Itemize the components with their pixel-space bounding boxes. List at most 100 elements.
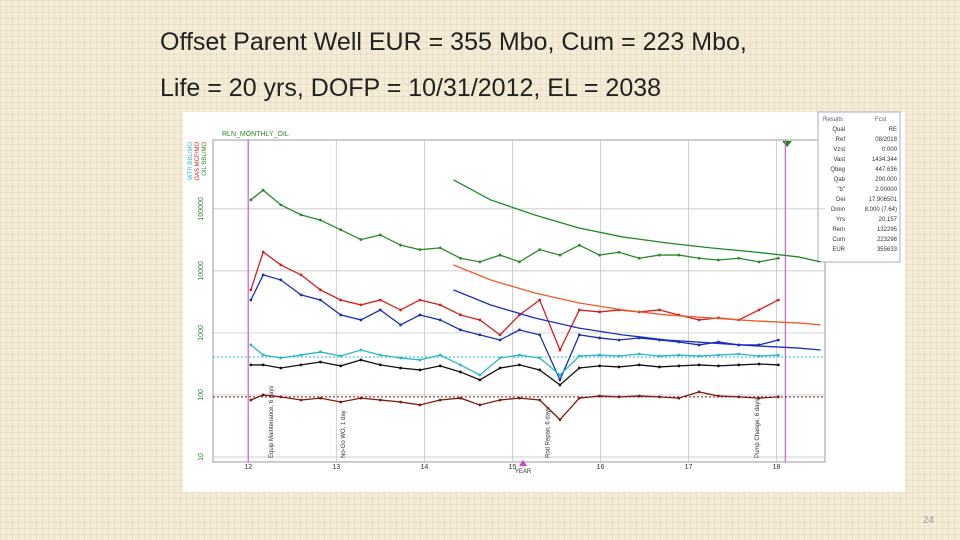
point <box>418 403 422 407</box>
point <box>399 243 402 247</box>
point <box>459 328 462 332</box>
annotation: Rod Repair, 6 days <box>545 407 551 458</box>
panel-value: 223298 <box>877 237 898 243</box>
point <box>717 394 720 398</box>
y-tick-label: 10 <box>198 453 205 461</box>
point <box>558 373 562 377</box>
point <box>598 364 601 368</box>
point <box>776 298 780 302</box>
chart-image <box>183 112 905 492</box>
point <box>249 343 253 347</box>
point <box>737 395 741 399</box>
y-tick-label: 100 <box>198 389 205 401</box>
point <box>558 383 562 387</box>
point <box>438 246 442 250</box>
point <box>249 288 253 292</box>
panel-value: 447.636 <box>875 167 897 173</box>
point <box>498 356 502 360</box>
point <box>757 362 761 366</box>
point <box>617 250 621 254</box>
point <box>598 310 601 314</box>
point <box>418 358 422 362</box>
point <box>518 328 521 332</box>
point <box>459 256 462 260</box>
point <box>359 396 363 400</box>
point <box>598 336 601 340</box>
point <box>558 348 562 352</box>
point <box>577 308 581 312</box>
point <box>299 273 303 277</box>
panel-key: Yrs <box>836 217 845 223</box>
point <box>319 288 322 292</box>
point <box>677 396 681 400</box>
series-line <box>250 391 779 421</box>
x-tick-label: 15 <box>508 464 516 471</box>
plot-frame <box>212 139 826 463</box>
x-tick-label: 17 <box>685 464 693 471</box>
point <box>299 213 303 217</box>
point <box>359 318 363 322</box>
series-line <box>453 289 821 351</box>
point <box>319 218 322 222</box>
panel-key: Vzst <box>833 147 845 153</box>
panel-value: 17.906501 <box>869 197 898 203</box>
point <box>378 363 382 367</box>
point <box>697 354 701 358</box>
panel-header: Results <box>823 117 843 123</box>
point <box>498 333 502 337</box>
annotation: Equip Maintenance, 6 days <box>269 386 275 458</box>
point <box>677 353 681 357</box>
point <box>299 293 303 297</box>
point <box>249 363 253 367</box>
point <box>538 298 542 302</box>
panel-value: 20.157 <box>879 217 898 223</box>
point <box>658 354 661 358</box>
point <box>717 353 720 357</box>
point <box>438 364 442 368</box>
panel-value: 8.000 (7.64) <box>865 207 897 213</box>
panel-value: 1434.344 <box>872 157 898 163</box>
y-axis-label: WTR BBL/MO <box>188 142 194 180</box>
panel-key: Vast <box>833 157 845 163</box>
x-axis-label: YEAR <box>515 469 532 475</box>
point <box>299 353 303 357</box>
point <box>359 348 363 352</box>
title-line: Life = 20 yrs, DOFP = 10/31/2012, EL = 2… <box>160 74 662 102</box>
point <box>658 308 661 312</box>
y-tick-label: 1000 <box>198 325 205 341</box>
series-line <box>453 264 821 326</box>
x-tick-label: 12 <box>244 464 252 471</box>
point <box>776 363 780 367</box>
series-line <box>250 359 779 386</box>
point <box>319 350 322 354</box>
point <box>737 256 741 260</box>
point <box>637 256 641 260</box>
point <box>279 263 283 267</box>
point <box>577 243 581 247</box>
point <box>498 338 502 342</box>
point <box>658 395 661 399</box>
point <box>478 333 482 337</box>
series-line <box>250 274 779 382</box>
marker <box>782 141 792 147</box>
title-line: Offset Parent Well EUR = 355 Mbo, Cum = … <box>160 28 747 56</box>
panel-value: 132295 <box>877 227 898 233</box>
point <box>717 340 720 344</box>
results-panel <box>817 111 901 263</box>
point <box>438 353 442 357</box>
point <box>459 396 462 400</box>
point <box>438 398 442 402</box>
point <box>478 318 482 322</box>
point <box>598 394 601 398</box>
point <box>299 363 303 367</box>
point <box>279 366 283 370</box>
point <box>498 253 502 257</box>
panel-key: Qual <box>832 127 845 133</box>
panel-key: Dei <box>836 197 845 203</box>
point <box>538 398 542 402</box>
point <box>378 233 382 237</box>
point <box>697 318 701 322</box>
point <box>399 356 402 360</box>
point <box>319 360 322 364</box>
panel-key: Qbeg <box>830 167 845 173</box>
